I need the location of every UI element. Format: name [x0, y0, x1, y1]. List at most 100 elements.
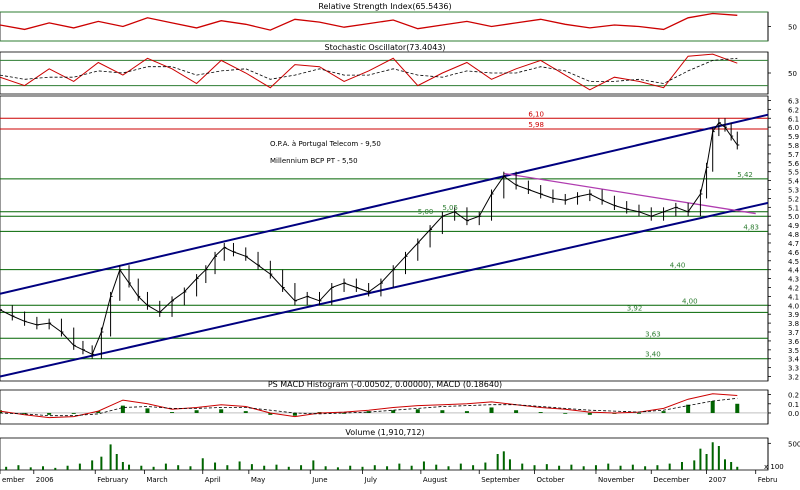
volume-bar [447, 466, 450, 470]
x-axis-label: February [97, 476, 128, 484]
price-y-tick-label: 3.4 [788, 356, 800, 364]
x-axis-label: April [205, 476, 221, 484]
price-y-tick-label: 5.5 [788, 169, 799, 177]
x-axis-label: ember [2, 476, 25, 484]
rsi-line [0, 12, 738, 31]
support-level-label: 4,83 [743, 223, 759, 231]
macd-histogram-bar [268, 412, 273, 415]
x-axis-label: 2006 [36, 476, 54, 484]
macd-histogram-bar [563, 412, 568, 414]
price-y-tick-label: 4.5 [788, 258, 799, 266]
volume-bar [214, 462, 217, 470]
stochastic-title: Stochastic Oscillator(73.4043) [324, 43, 445, 52]
volume-bar [472, 465, 475, 470]
volume-y-tick-label: 50000 [788, 440, 800, 448]
price-y-tick-label: 5.3 [788, 187, 799, 195]
support-level-label: 5,05 [442, 204, 458, 212]
macd-histogram-bar [219, 409, 224, 413]
x-axis-label: June [311, 476, 327, 484]
volume-bar [422, 461, 425, 470]
support-level-label: 4,40 [670, 262, 686, 270]
stochastic-d-line [0, 57, 738, 84]
macd-histogram-bar [710, 401, 715, 413]
volume-bar [668, 463, 671, 470]
price-y-tick-label: 4.7 [788, 240, 799, 248]
price-y-tick-label: 3.2 [788, 374, 799, 382]
volume-bar [570, 464, 573, 470]
volume-bar [287, 466, 290, 470]
price-y-tick-label: 5.4 [788, 178, 800, 186]
macd-histogram-bar [243, 411, 248, 413]
volume-bar [594, 465, 597, 470]
price-y-tick-label: 5.8 [788, 142, 799, 150]
channel-line [0, 113, 769, 295]
macd-histogram-bar [194, 410, 199, 413]
volume-bar [140, 465, 143, 470]
support-level-label: 6,10 [528, 110, 544, 118]
price-y-tick-label: 4.8 [788, 231, 799, 239]
volume-bar [121, 462, 124, 470]
volume-bar [508, 459, 511, 470]
volume-bar [238, 461, 241, 470]
volume-bar [100, 456, 103, 470]
volume-bar [533, 465, 536, 470]
macd-histogram-bar [145, 408, 150, 413]
volume-bar [717, 446, 720, 470]
price-y-tick-label: 5.1 [788, 204, 799, 212]
volume-bar [54, 467, 57, 470]
volume-bar [398, 463, 401, 470]
price-y-tick-label: 6.3 [788, 97, 799, 105]
macd-histogram-bar [587, 412, 592, 415]
price-y-tick-label: 6.1 [788, 115, 799, 123]
macd-title: PS MACD Histogram (-0.00502, 0.00000), M… [268, 380, 502, 389]
macd-histogram-bar [636, 412, 641, 414]
x-axis-label: March [146, 476, 167, 484]
price-y-tick-label: 4.6 [788, 249, 800, 257]
support-level-label: 3,63 [645, 330, 661, 338]
volume-bar [502, 451, 505, 470]
volume-bar [435, 464, 438, 470]
price-y-tick-label: 5.6 [788, 160, 800, 168]
rsi-title: Relative Strength Index(65.5436) [318, 2, 451, 11]
volume-bar [582, 466, 585, 470]
support-level-label: 5,98 [528, 121, 544, 129]
volume-bar [699, 448, 702, 470]
volume-bar [226, 465, 229, 470]
price-y-tick-label: 5.0 [788, 213, 799, 221]
support-level-label: 5,42 [737, 171, 753, 179]
x-axis-label: August [423, 476, 448, 484]
macd-histogram-bar [661, 411, 666, 413]
bottom-axis-extra-label: x 100 [764, 463, 784, 471]
x-axis-label: Febru [758, 476, 778, 484]
volume-bar [730, 462, 733, 470]
volume-bar [680, 462, 683, 470]
volume-bar [496, 454, 499, 470]
support-level-label: 3,40 [645, 351, 661, 359]
volume-bar [619, 465, 622, 470]
x-axis-label: December [653, 476, 689, 484]
macd-histogram-bar [489, 407, 494, 413]
volume-bar [459, 463, 462, 470]
macd-y-tick-label: 0.1 [788, 401, 799, 409]
volume-bar [275, 464, 278, 470]
support-level-label: 5,00 [418, 208, 434, 216]
volume-bar [711, 442, 714, 470]
annotation-opa: O.P.A. à Portugal Telecom - 9,50 [270, 140, 381, 148]
x-axis-label: May [251, 476, 265, 484]
macd-y-tick-label: 0.0 [788, 410, 799, 418]
support-level-label: 3,92 [627, 304, 643, 312]
volume-bar [558, 465, 561, 470]
volume-bar [410, 465, 413, 470]
price-y-tick-label: 3.8 [788, 320, 799, 328]
volume-bar [115, 454, 118, 470]
macd-histogram-bar [514, 410, 519, 413]
macd-histogram-bar [47, 412, 52, 415]
volume-bar [521, 463, 524, 470]
volume-bars [5, 442, 739, 470]
volume-bar [263, 465, 266, 470]
volume-bar [78, 463, 81, 470]
macd-y-tick-label: 0.2 [788, 392, 799, 400]
price-y-tick-label: 3.6 [788, 338, 800, 346]
